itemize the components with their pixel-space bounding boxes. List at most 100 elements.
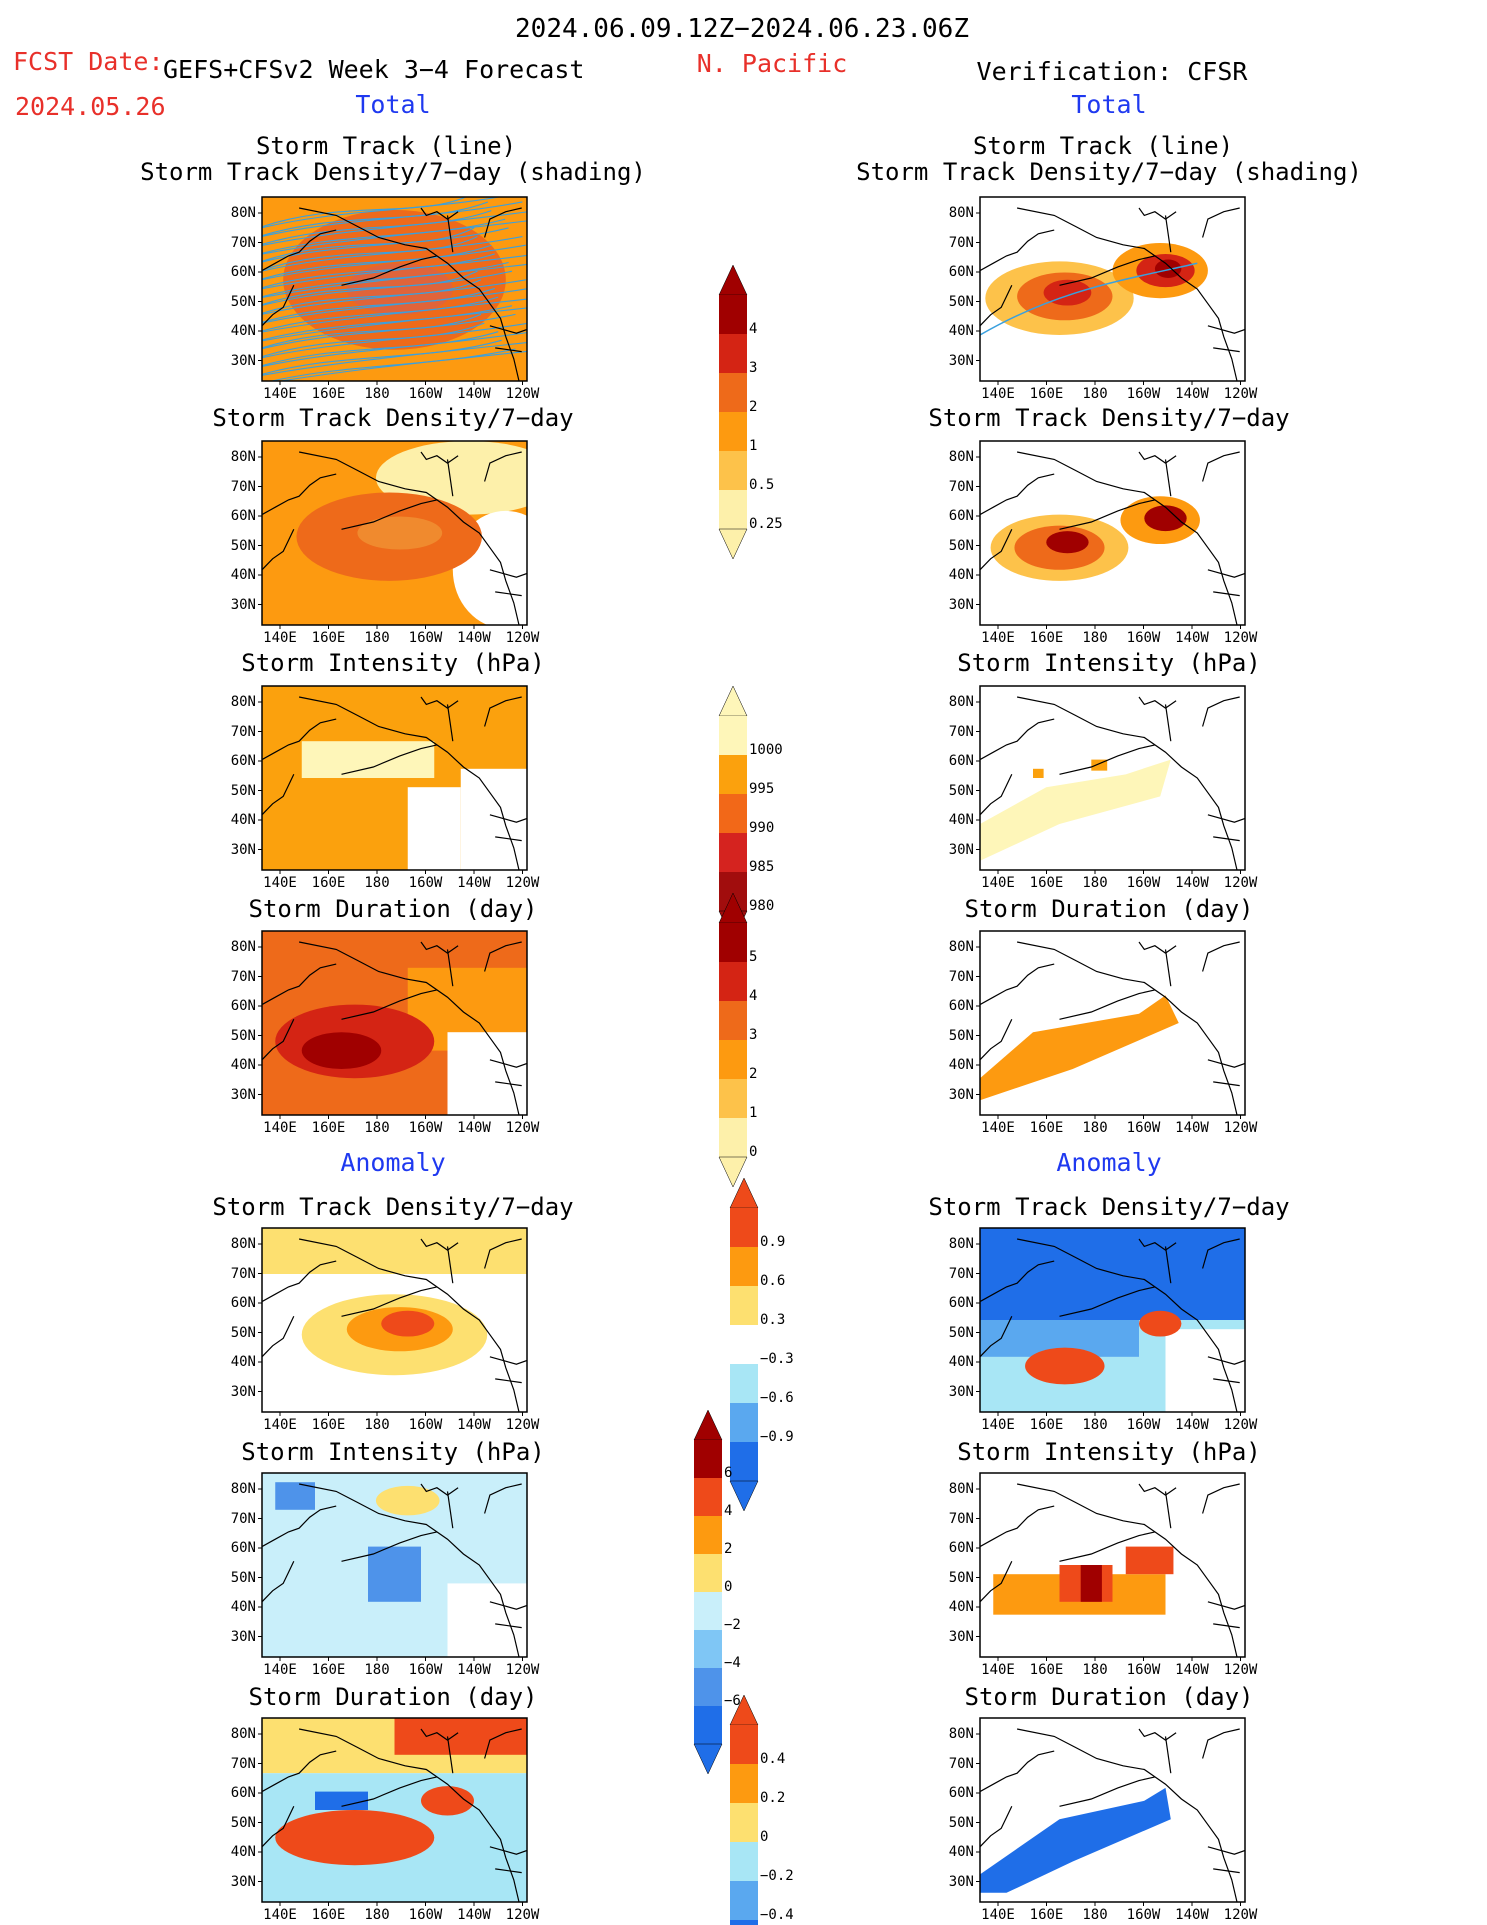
lon-tick-label: 160E	[311, 1417, 346, 1433]
lat-tick-label: 50N	[948, 782, 974, 799]
lat-tick-label: 60N	[230, 998, 256, 1014]
lat-tick-label: 30N	[230, 1086, 256, 1103]
lat-tick-label: 50N	[948, 1027, 974, 1044]
lon-tick-label: 180	[1082, 1417, 1108, 1433]
region-title: N. Pacific	[696, 49, 848, 78]
colorbar-segment	[719, 412, 747, 451]
lat-tick-label: 70N	[948, 968, 974, 985]
colorbar-segment	[694, 1440, 722, 1478]
coastline	[1164, 459, 1172, 497]
lat-tick-label: 40N	[948, 323, 974, 339]
fcst-date-value: 2024.05.26	[15, 92, 166, 121]
lat-tick-label: 30N	[230, 596, 256, 613]
coastline	[489, 1601, 527, 1610]
colorbar-label: 990	[749, 820, 775, 836]
coastline	[484, 941, 522, 972]
anomaly-shade	[1139, 1310, 1182, 1337]
lon-tick-label: 120W	[1223, 1907, 1258, 1923]
lon-tick-label: 120W	[1223, 630, 1258, 646]
coastline	[1016, 1483, 1238, 1657]
lon-tick-label: 140E	[981, 1662, 1015, 1678]
coastline	[980, 229, 1055, 272]
coastline	[341, 499, 438, 530]
colorbar-anom-duration	[729, 1694, 759, 1925]
lat-tick-label: 60N	[230, 508, 256, 524]
coastline	[1213, 347, 1240, 353]
lon-tick-label: 160W	[1126, 1907, 1161, 1923]
colorbar-label: 5	[749, 949, 758, 965]
coastline	[1059, 499, 1156, 530]
lon-tick-label: 160W	[1126, 1120, 1161, 1136]
lon-tick-label: 140W	[457, 1907, 491, 1923]
coastline	[1202, 451, 1240, 482]
lon-tick-label: 120W	[505, 630, 540, 646]
colorbar-label: 995	[749, 781, 775, 797]
lon-tick-label: 180	[364, 1662, 390, 1678]
lon-tick-label: 140E	[263, 1907, 297, 1923]
lat-tick-label: 50N	[948, 537, 974, 554]
lon-tick-label: 140E	[263, 386, 297, 402]
storm-track-line	[262, 236, 478, 271]
colorbar-segment	[719, 490, 747, 529]
colorbar-label: 3	[749, 1027, 758, 1043]
coastline	[489, 1846, 527, 1855]
map-content-duration-fcst	[262, 931, 527, 1115]
lon-tick-label: 140E	[981, 386, 1015, 402]
coastline	[1138, 1483, 1177, 1496]
colorbar-segment	[719, 962, 747, 1001]
coastline	[1138, 941, 1177, 954]
lat-tick-label: 30N	[230, 352, 256, 369]
anomaly-shade	[262, 1228, 527, 1274]
storm-track-line	[262, 236, 523, 272]
lat-tick-label: 70N	[230, 1265, 256, 1282]
colorbar-segment	[694, 1478, 722, 1516]
intensity-shade	[301, 741, 435, 778]
intensity-shade	[1033, 768, 1044, 778]
colorbar-label: 3	[749, 360, 758, 376]
lon-tick-label: 140W	[457, 1662, 491, 1678]
coastline	[446, 1246, 454, 1284]
map-content-density-verif	[980, 441, 1245, 625]
lat-tick-label: 40N	[948, 1354, 974, 1370]
coastline	[980, 1019, 1013, 1061]
coastline	[262, 1316, 295, 1358]
coastline	[262, 1505, 337, 1548]
lon-tick-label: 140E	[263, 1120, 297, 1136]
coastline	[1016, 1728, 1238, 1902]
map-content-anom-density-fcst	[262, 1228, 527, 1412]
lon-tick-label: 180	[1082, 875, 1108, 891]
lat-tick-label: 70N	[230, 968, 256, 985]
density-shade	[346, 263, 453, 315]
anomaly-shade	[980, 1787, 1171, 1893]
lat-tick-label: 40N	[230, 1599, 256, 1615]
coastline	[1059, 255, 1156, 286]
map-content-track-fcst	[262, 197, 527, 381]
anomaly-shade	[394, 1718, 527, 1755]
panel-title-track-shading-verif: Storm Track Density/7−day (shading)	[856, 158, 1362, 186]
lon-tick-label: 160E	[311, 1662, 346, 1678]
map-panel-anom-density-fcst	[258, 1227, 528, 1416]
coastline	[262, 473, 337, 516]
lon-tick-label: 160W	[408, 630, 443, 646]
storm-track-line	[262, 305, 513, 341]
colorbar-segment	[694, 1592, 722, 1630]
coastline	[1164, 1246, 1172, 1284]
lon-tick-label: 120W	[1223, 1120, 1258, 1136]
lat-tick-label: 80N	[230, 1726, 256, 1742]
lat-tick-label: 60N	[230, 753, 256, 769]
lon-tick-label: 160E	[1029, 1662, 1064, 1678]
map-content-intensity-verif	[980, 686, 1245, 870]
coastline	[495, 836, 522, 842]
coastline	[1213, 1868, 1240, 1874]
lat-tick-label: 70N	[948, 478, 974, 495]
colorbar-label: 980	[749, 898, 775, 914]
map-content-duration-verif	[980, 931, 1245, 1115]
coastline	[1202, 1238, 1240, 1269]
coastline	[420, 1238, 459, 1251]
lon-tick-label: 120W	[505, 875, 540, 891]
storm-track-line	[262, 261, 509, 298]
colorbar-segment	[730, 1286, 758, 1325]
coastline	[980, 1806, 1013, 1848]
coastline	[495, 347, 522, 353]
coastline	[1207, 814, 1245, 823]
